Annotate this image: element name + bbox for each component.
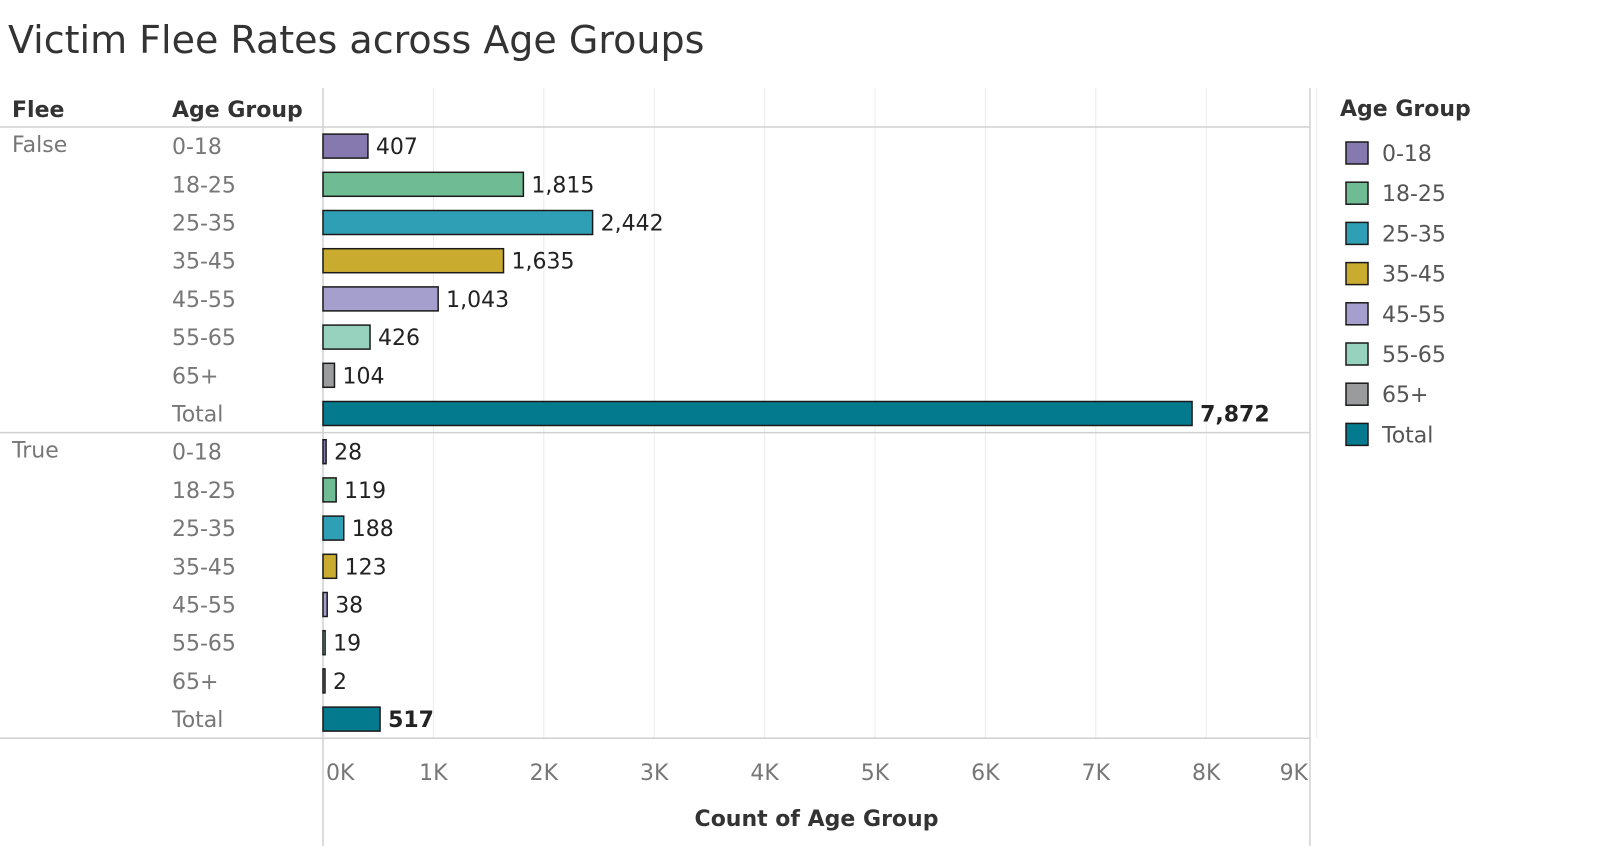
bar bbox=[322, 362, 336, 389]
legend-item-label: 55-65 bbox=[1382, 343, 1446, 368]
bar bbox=[322, 286, 439, 312]
category-label: 45-55 bbox=[172, 594, 236, 619]
bar bbox=[322, 706, 381, 732]
data-label: 119 bbox=[344, 479, 386, 504]
category-label: 55-65 bbox=[172, 326, 236, 351]
category-label: 45-55 bbox=[172, 288, 236, 313]
category-label: 25-35 bbox=[172, 212, 236, 237]
bar bbox=[322, 438, 327, 465]
bar bbox=[322, 209, 594, 236]
legend-item-label: 45-55 bbox=[1382, 303, 1446, 328]
bar bbox=[322, 629, 326, 656]
legend-title: Age Group bbox=[1340, 97, 1471, 122]
data-label: 1,043 bbox=[446, 288, 509, 313]
group-label: True bbox=[11, 439, 59, 464]
x-tick-label: 3K bbox=[640, 761, 669, 786]
x-tick-label: 0K bbox=[326, 761, 355, 786]
legend-swatch bbox=[1345, 422, 1369, 447]
data-label: 1,635 bbox=[512, 250, 575, 275]
legend-swatch bbox=[1345, 261, 1369, 286]
legend-item-label: 18-25 bbox=[1382, 182, 1446, 207]
category-label: 65+ bbox=[172, 670, 218, 695]
category-label: 65+ bbox=[172, 364, 218, 389]
bar bbox=[322, 171, 525, 198]
legend-item-label: 25-35 bbox=[1382, 222, 1446, 247]
data-label: 407 bbox=[376, 135, 418, 160]
data-label: 1,815 bbox=[531, 173, 594, 198]
data-label: 19 bbox=[333, 632, 361, 657]
x-tick-label: 1K bbox=[419, 761, 448, 786]
row-header-flee: Flee bbox=[12, 98, 64, 123]
group-label: False bbox=[12, 133, 67, 158]
category-label: 35-45 bbox=[172, 555, 236, 580]
legend-item-label: 0-18 bbox=[1382, 142, 1432, 167]
x-tick-label: 2K bbox=[530, 761, 559, 786]
data-label: 426 bbox=[378, 326, 420, 351]
legend-item-label: Total bbox=[1381, 423, 1433, 448]
category-label: Total bbox=[171, 708, 223, 733]
category-label: 55-65 bbox=[172, 632, 236, 657]
data-label: 188 bbox=[352, 517, 394, 542]
data-label: 2 bbox=[333, 670, 347, 695]
chart-title: Victim Flee Rates across Age Groups bbox=[8, 18, 705, 62]
category-label: 25-35 bbox=[172, 517, 236, 542]
bar bbox=[322, 477, 337, 503]
x-axis-title: Count of Age Group bbox=[695, 807, 939, 832]
row-header-age-group: Age Group bbox=[172, 98, 303, 123]
legend-swatch bbox=[1345, 181, 1369, 205]
bar bbox=[322, 668, 326, 694]
bar bbox=[322, 400, 1193, 427]
category-label: 18-25 bbox=[172, 479, 236, 504]
category-label: 18-25 bbox=[172, 173, 236, 198]
bar bbox=[322, 133, 369, 159]
bar bbox=[322, 553, 338, 580]
data-label: 2,442 bbox=[601, 212, 664, 237]
legend-item-label: 35-45 bbox=[1382, 263, 1446, 288]
data-label: 28 bbox=[334, 441, 362, 466]
x-tick-label: 5K bbox=[861, 761, 890, 786]
legend-swatch bbox=[1345, 141, 1369, 165]
category-label: Total bbox=[171, 403, 223, 428]
x-tick-label: 4K bbox=[750, 761, 779, 786]
x-tick-label: 8K bbox=[1192, 761, 1221, 786]
data-label: 123 bbox=[345, 555, 387, 580]
category-label: 0-18 bbox=[172, 135, 222, 160]
x-tick-label: 7K bbox=[1082, 761, 1111, 786]
data-label: 7,872 bbox=[1200, 403, 1270, 428]
bar bbox=[322, 515, 345, 541]
data-label: 38 bbox=[335, 594, 363, 619]
data-label: 104 bbox=[342, 364, 384, 389]
category-label: 0-18 bbox=[172, 441, 222, 466]
legend-swatch bbox=[1345, 382, 1369, 406]
legend-swatch bbox=[1345, 342, 1369, 366]
legend-item-label: 65+ bbox=[1382, 383, 1428, 408]
x-tick-label: 9K bbox=[1280, 761, 1309, 786]
legend-swatch bbox=[1345, 221, 1369, 246]
bar bbox=[322, 591, 328, 618]
category-label: 35-45 bbox=[172, 250, 236, 275]
data-label: 517 bbox=[388, 708, 434, 733]
bar bbox=[322, 247, 505, 274]
bar bbox=[322, 324, 371, 350]
legend-swatch bbox=[1345, 302, 1369, 326]
x-tick-label: 6K bbox=[971, 761, 1000, 786]
